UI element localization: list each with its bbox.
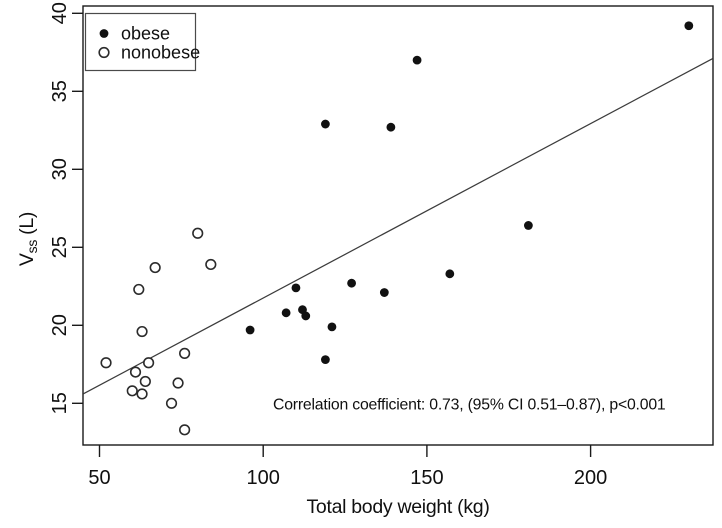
- data-point-nonobese: [126, 385, 138, 397]
- correlation-annotation: Correlation coefficient: 0.73, (95% CI 0…: [273, 397, 666, 414]
- legend-box: [84, 12, 197, 72]
- data-point-obese: [386, 122, 396, 132]
- data-point-nonobese: [139, 375, 151, 388]
- data-point-obese: [327, 322, 337, 332]
- data-point-nonobese: [205, 258, 217, 271]
- data-point-obese: [347, 278, 356, 288]
- data-point-nonobese: [100, 357, 112, 369]
- data-point-nonobese: [179, 347, 191, 359]
- data-point-obese: [245, 325, 255, 335]
- y-tick-label: 40: [49, 2, 71, 24]
- x-tick-label: 100: [247, 467, 280, 489]
- data-point-nonobese: [172, 377, 184, 389]
- y-axis-title: Vss (L): [16, 212, 40, 266]
- data-point-obese: [445, 269, 455, 279]
- x-axis-title: Total body weight (kg): [306, 496, 489, 518]
- y-tick-label: 30: [49, 158, 71, 180]
- y-tick-label: 20: [49, 314, 71, 336]
- data-point-nonobese: [179, 424, 191, 436]
- data-point-nonobese: [165, 397, 178, 409]
- y-axis-ticks: 15 20 25 30 35 40: [49, 2, 83, 414]
- y-tick-label: 25: [49, 236, 71, 258]
- legend-label-nonobese: nonobese: [121, 43, 200, 63]
- data-point-nonobese: [192, 227, 204, 239]
- data-point-obese: [321, 119, 330, 129]
- y-tick-label: 35: [49, 80, 71, 102]
- data-point-nonobese: [149, 261, 161, 274]
- data-point-obese: [523, 221, 533, 230]
- data-point-obese: [684, 21, 694, 31]
- data-point-obese: [412, 55, 422, 65]
- data-point-obese: [291, 283, 301, 293]
- data-point-nonobese: [133, 283, 145, 296]
- data-points-layer: [100, 21, 694, 436]
- x-tick-label: 150: [410, 467, 443, 489]
- data-point-nonobese: [143, 357, 155, 369]
- plot-box: [82, 5, 714, 446]
- data-point-obese: [379, 288, 389, 297]
- data-point-obese: [281, 308, 291, 318]
- data-point-nonobese: [129, 366, 142, 378]
- data-point-obese: [321, 355, 330, 365]
- regression-line: [82, 57, 714, 395]
- x-tick-label: 50: [88, 467, 110, 489]
- y-tick-label: 15: [49, 392, 71, 414]
- legend-marker-nonobese: [98, 46, 110, 59]
- x-axis-ticks: 50 100 150 200: [88, 445, 607, 489]
- x-tick-label: 200: [574, 467, 607, 489]
- data-point-obese: [301, 311, 311, 321]
- data-point-nonobese: [136, 388, 148, 400]
- data-point-nonobese: [136, 325, 148, 338]
- legend-label-obese: obese: [121, 24, 170, 44]
- legend-marker-obese: [99, 29, 109, 38]
